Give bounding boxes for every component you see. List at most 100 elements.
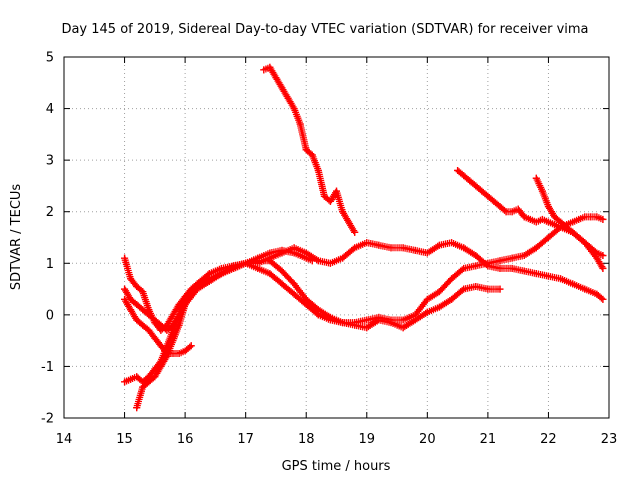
grid-layer xyxy=(63,56,610,419)
data-point xyxy=(278,280,286,288)
x-tick-label: 23 xyxy=(601,432,618,447)
data-point xyxy=(302,254,310,262)
data-point xyxy=(496,264,504,272)
data-point xyxy=(175,350,183,358)
data-point xyxy=(423,295,431,303)
data-point xyxy=(284,94,292,102)
data-point xyxy=(139,383,147,391)
x-tick-label: 14 xyxy=(56,432,73,447)
data-point xyxy=(121,254,129,262)
data-point xyxy=(544,203,552,211)
data-point xyxy=(230,262,238,270)
series-arc-7 xyxy=(454,166,607,231)
data-point xyxy=(496,257,504,265)
data-point xyxy=(133,282,141,290)
data-point xyxy=(551,221,558,229)
data-point xyxy=(320,192,328,200)
data-point xyxy=(472,252,480,260)
data-point xyxy=(466,177,474,185)
data-point xyxy=(127,295,135,303)
data-point xyxy=(387,316,395,324)
data-point xyxy=(490,197,498,205)
data-point xyxy=(333,187,340,195)
data-point xyxy=(193,280,201,288)
data-point xyxy=(314,257,322,265)
data-point xyxy=(599,215,607,223)
x-tick-label: 19 xyxy=(359,432,376,447)
data-point xyxy=(399,324,407,332)
data-point xyxy=(520,267,528,275)
data-point xyxy=(266,63,274,71)
series-arc-6 xyxy=(260,63,359,236)
data-point xyxy=(351,228,359,236)
data-point xyxy=(145,378,153,386)
data-point xyxy=(375,313,383,321)
data-point xyxy=(460,244,468,252)
data-point xyxy=(345,218,353,226)
data-point xyxy=(526,215,534,223)
data-point xyxy=(435,303,443,311)
data-point xyxy=(575,215,583,223)
data-point xyxy=(484,192,492,200)
data-point xyxy=(326,259,334,267)
data-point xyxy=(399,244,407,252)
data-point xyxy=(496,285,504,293)
data-point xyxy=(502,208,510,216)
data-point xyxy=(538,215,546,223)
data-point xyxy=(133,301,141,309)
data-point xyxy=(375,241,383,249)
data-point xyxy=(290,280,298,288)
data-point xyxy=(532,244,540,252)
x-tick-label: 20 xyxy=(419,432,436,447)
data-point xyxy=(363,324,371,332)
data-point xyxy=(460,264,468,272)
data-point xyxy=(460,172,468,180)
data-point xyxy=(569,228,577,236)
data-point xyxy=(260,66,268,74)
data-point xyxy=(217,264,225,272)
data-point xyxy=(175,321,183,329)
data-point xyxy=(387,244,395,252)
data-point xyxy=(163,352,171,360)
data-point xyxy=(278,246,286,254)
data-point xyxy=(569,280,577,288)
data-point xyxy=(448,275,456,283)
data-point xyxy=(133,316,141,324)
data-point xyxy=(278,84,286,92)
data-point xyxy=(169,311,177,319)
data-point xyxy=(121,295,129,303)
data-point xyxy=(411,246,419,254)
data-point xyxy=(145,311,153,319)
data-point xyxy=(484,259,492,267)
data-point xyxy=(145,326,153,334)
x-tick-label: 22 xyxy=(540,432,557,447)
data-point xyxy=(538,187,546,195)
data-point xyxy=(205,270,213,278)
data-point xyxy=(278,267,286,275)
data-point xyxy=(339,254,347,262)
y-tick-label: 4 xyxy=(46,102,54,117)
data-point xyxy=(187,342,195,350)
data-point xyxy=(581,239,589,247)
data-point xyxy=(266,270,274,278)
y-tick-label: 2 xyxy=(46,205,54,220)
data-point xyxy=(435,241,443,249)
data-point xyxy=(520,213,528,221)
plot-frame xyxy=(63,56,610,419)
data-point xyxy=(363,316,371,324)
data-point xyxy=(593,249,601,257)
data-point xyxy=(514,205,522,213)
data-point xyxy=(296,120,304,128)
data-point xyxy=(266,249,274,257)
series-layer xyxy=(121,63,607,412)
y-tick-label: 0 xyxy=(46,308,54,323)
data-point xyxy=(181,347,189,355)
data-point xyxy=(290,105,298,113)
data-point xyxy=(205,277,213,285)
data-point xyxy=(532,174,540,182)
data-point xyxy=(139,306,147,314)
data-point xyxy=(411,311,419,319)
y-tick-label: 5 xyxy=(46,51,54,66)
